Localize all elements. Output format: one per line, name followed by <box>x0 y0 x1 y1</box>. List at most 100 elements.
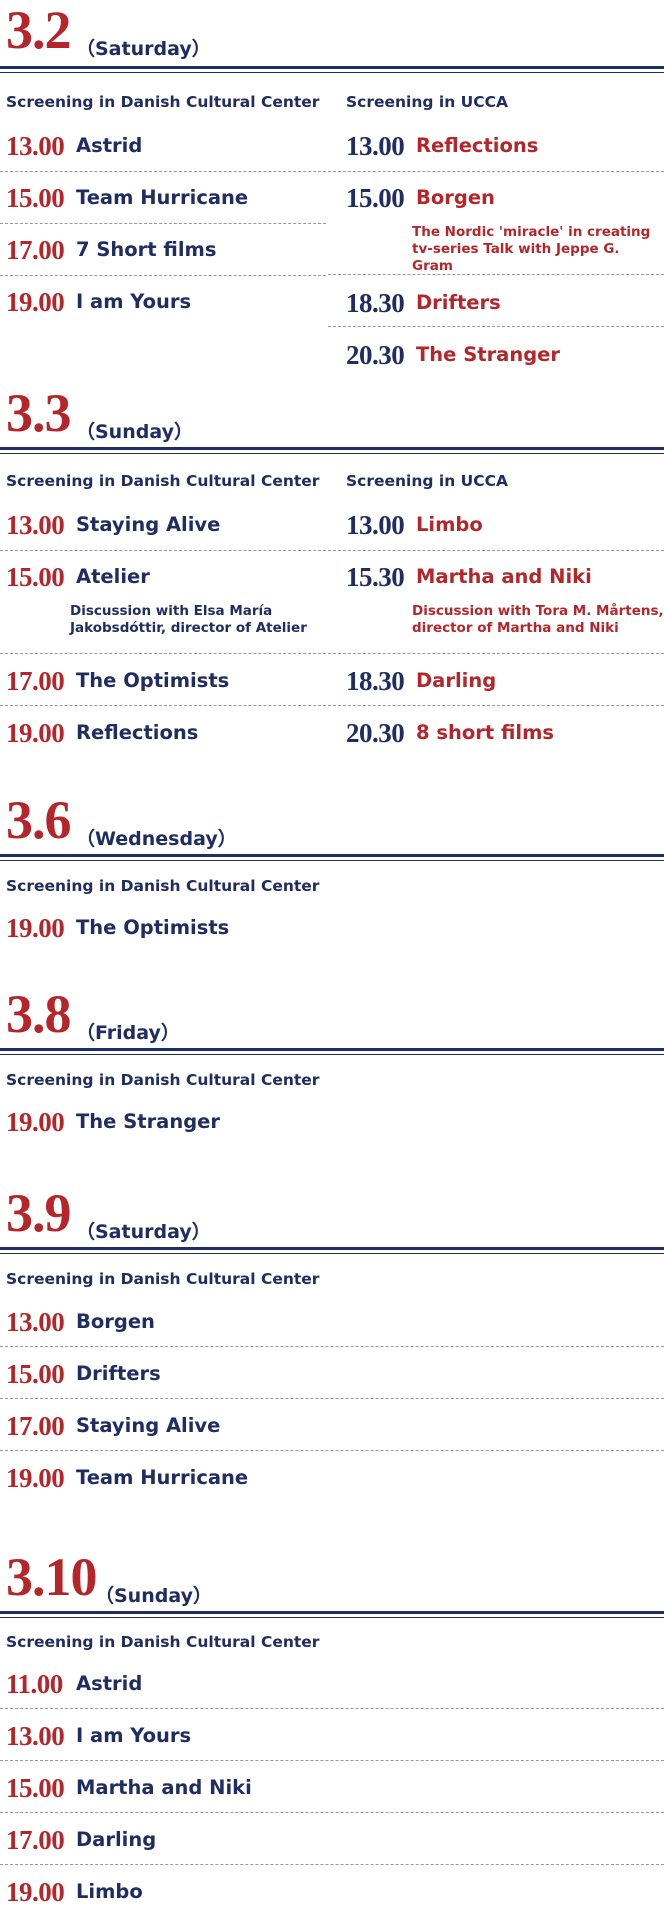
screening-title: Astrid <box>76 134 143 157</box>
venue-label: Screening in Danish Cultural Center <box>6 1270 320 1288</box>
screening-time: 17.00 <box>6 666 65 696</box>
screening-time: 18.30 <box>346 666 405 696</box>
day-header: 3.2 （Saturday） <box>0 0 664 62</box>
row-divider <box>0 1708 664 1709</box>
day-date: 3.10 <box>6 1547 97 1607</box>
screening-time: 13.00 <box>6 1721 65 1751</box>
screening-row: 11.00 Astrid <box>6 1666 656 1718</box>
screening-title: Team Hurricane <box>76 186 249 209</box>
header-rule-thin <box>0 1617 664 1618</box>
screening-row: 20.30 8 short films <box>346 715 664 767</box>
row-divider <box>328 326 664 327</box>
day-section-3-6: 3.6 （Wednesday） Screening in Danish Cult… <box>0 790 664 943</box>
screening-row: 13.00 Reflections <box>346 128 664 180</box>
screening-title: Drifters <box>76 1362 161 1385</box>
row-divider <box>0 275 326 276</box>
day-section-3-3: 3.3 （Sunday） Screening in Danish Cultura… <box>0 383 664 748</box>
screening-row: 17.00 Darling <box>6 1822 656 1874</box>
day-header: 3.6 （Wednesday） <box>0 790 664 852</box>
row-divider <box>0 1760 664 1761</box>
screening-note: Discussion with Tora M. Mårtens, directo… <box>412 603 664 636</box>
header-rule-thin <box>0 72 664 73</box>
screening-time: 13.00 <box>346 510 405 540</box>
header-rule-thin <box>0 453 664 454</box>
day-header: 3.8 （Friday） <box>0 984 664 1046</box>
row-divider <box>0 1864 664 1865</box>
screening-row: 19.00 I am Yours <box>6 284 326 336</box>
screening-title: Limbo <box>76 1880 143 1903</box>
screening-time: 20.30 <box>346 718 405 748</box>
venue-label: Screening in Danish Cultural Center <box>6 1071 320 1089</box>
screening-row: 20.30 The Stranger <box>346 337 664 389</box>
screening-title: Darling <box>76 1828 157 1851</box>
screening-row: 19.00 The Stranger <box>6 1104 406 1156</box>
screening-time: 19.00 <box>6 718 65 748</box>
screening-row: 15.00 Atelier Discussion with Elsa María… <box>6 559 326 649</box>
venue-label: Screening in Danish Cultural Center <box>6 1633 320 1651</box>
day-date: 3.3 <box>6 383 71 443</box>
screening-title: The Stranger <box>416 343 561 366</box>
day-weekday: （Sunday） <box>95 1585 212 1607</box>
venue-label: Screening in Danish Cultural Center <box>6 472 320 490</box>
screening-row: 17.00 Staying Alive <box>6 1408 656 1460</box>
row-divider <box>328 653 664 654</box>
screening-title: Drifters <box>416 291 501 314</box>
row-divider <box>0 1398 664 1399</box>
screening-row: 13.00 I am Yours <box>6 1718 656 1770</box>
header-rule-thin <box>0 1054 664 1055</box>
header-rule <box>0 854 664 857</box>
day-weekday: （Sunday） <box>76 421 193 443</box>
screening-title: Astrid <box>76 1672 143 1695</box>
screening-time: 15.30 <box>346 562 405 592</box>
day-header: 3.10 （Sunday） <box>0 1547 664 1609</box>
screening-time: 19.00 <box>6 287 65 317</box>
screening-title: 7 Short films <box>76 238 217 261</box>
screening-time: 15.00 <box>6 562 65 592</box>
screening-time: 17.00 <box>6 1411 65 1441</box>
header-rule <box>0 1247 664 1250</box>
screening-row: 13.00 Limbo <box>346 507 664 559</box>
header-rule <box>0 1048 664 1051</box>
day-date: 3.6 <box>6 790 71 850</box>
screening-time: 13.00 <box>6 1307 65 1337</box>
screening-time: 15.00 <box>6 1359 65 1389</box>
day-header: 3.3 （Sunday） <box>0 383 664 445</box>
screening-time: 18.30 <box>346 288 405 318</box>
screening-time: 15.00 <box>6 1773 65 1803</box>
screening-title: 8 short films <box>416 721 555 744</box>
row-divider <box>0 1450 664 1451</box>
screening-note: The Nordic 'miracle' in creating tv-seri… <box>412 224 651 274</box>
day-section-3-2: 3.2 （Saturday） Screening in Danish Cultu… <box>0 0 664 370</box>
day-section-3-9: 3.9 （Saturday） Screening in Danish Cultu… <box>0 1183 664 1493</box>
screening-row: 15.00 Team Hurricane <box>6 180 326 232</box>
venue-label: Screening in UCCA <box>346 472 508 490</box>
screening-row: 19.00 Reflections <box>6 715 326 767</box>
row-divider <box>328 550 664 551</box>
screening-time: 13.00 <box>346 131 405 161</box>
screening-time: 13.00 <box>6 131 65 161</box>
screening-row: 15.00 Borgen The Nordic 'miracle' in cre… <box>346 180 664 274</box>
row-divider <box>0 1812 664 1813</box>
day-date: 3.8 <box>6 984 71 1044</box>
screening-row: 19.00 The Optimists <box>6 910 406 962</box>
screening-title: The Stranger <box>76 1110 221 1133</box>
row-divider <box>328 274 664 275</box>
screening-title: Reflections <box>416 134 539 157</box>
screening-time: 11.00 <box>6 1669 63 1699</box>
screening-row: 17.00 7 Short films <box>6 232 326 284</box>
day-weekday: （Friday） <box>76 1022 180 1044</box>
screening-row: 13.00 Borgen <box>6 1304 656 1356</box>
header-rule-thin <box>0 860 664 861</box>
day-section-3-10: 3.10 （Sunday） Screening in Danish Cultur… <box>0 1547 664 1907</box>
header-rule <box>0 447 664 450</box>
screening-row: 15.00 Martha and Niki <box>6 1770 656 1822</box>
header-rule <box>0 1611 664 1614</box>
screening-title: The Optimists <box>76 916 230 939</box>
screening-title: I am Yours <box>76 1724 192 1747</box>
screening-title: Darling <box>416 669 497 692</box>
day-date: 3.9 <box>6 1183 71 1243</box>
screening-title: Borgen <box>76 1310 155 1333</box>
screening-row: 19.00 Team Hurricane <box>6 1460 656 1512</box>
row-divider <box>0 223 326 224</box>
row-divider <box>0 550 326 551</box>
